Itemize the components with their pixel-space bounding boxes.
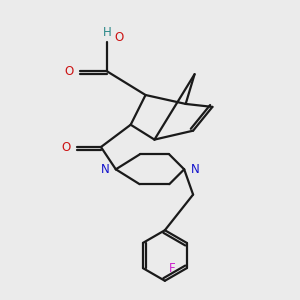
Text: O: O [64,65,74,78]
Text: N: N [100,163,109,176]
Text: O: O [114,31,124,44]
Text: O: O [61,140,70,154]
Text: F: F [169,262,175,275]
Text: N: N [191,163,200,176]
Text: H: H [103,26,111,38]
